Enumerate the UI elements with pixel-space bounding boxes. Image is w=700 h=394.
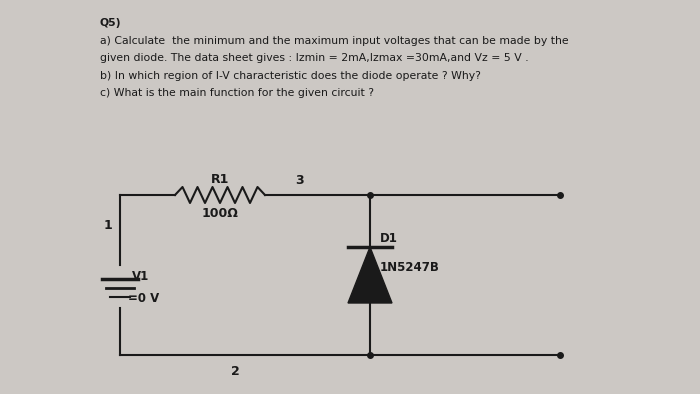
Text: 100Ω: 100Ω: [202, 207, 239, 220]
Polygon shape: [348, 247, 392, 303]
Text: a) Calculate  the minimum and the maximum input voltages that can be made by the: a) Calculate the minimum and the maximum…: [100, 35, 568, 45]
Text: 1: 1: [104, 219, 112, 232]
Text: =0 V: =0 V: [128, 292, 160, 305]
Text: 2: 2: [230, 365, 239, 378]
Text: c) What is the main function for the given circuit ?: c) What is the main function for the giv…: [100, 88, 374, 98]
Text: b) In which region of I-V characteristic does the diode operate ? Why?: b) In which region of I-V characteristic…: [100, 71, 481, 80]
Text: Q5): Q5): [100, 18, 122, 28]
Text: V1: V1: [132, 270, 149, 283]
Text: 3: 3: [295, 174, 304, 187]
Text: 1N5247B: 1N5247B: [380, 261, 440, 274]
Text: given diode. The data sheet gives : Izmin = 2mA,Izmax =30mA,and Vz = 5 V .: given diode. The data sheet gives : Izmi…: [100, 53, 528, 63]
Text: R1: R1: [211, 173, 229, 186]
Text: D1: D1: [380, 232, 398, 245]
